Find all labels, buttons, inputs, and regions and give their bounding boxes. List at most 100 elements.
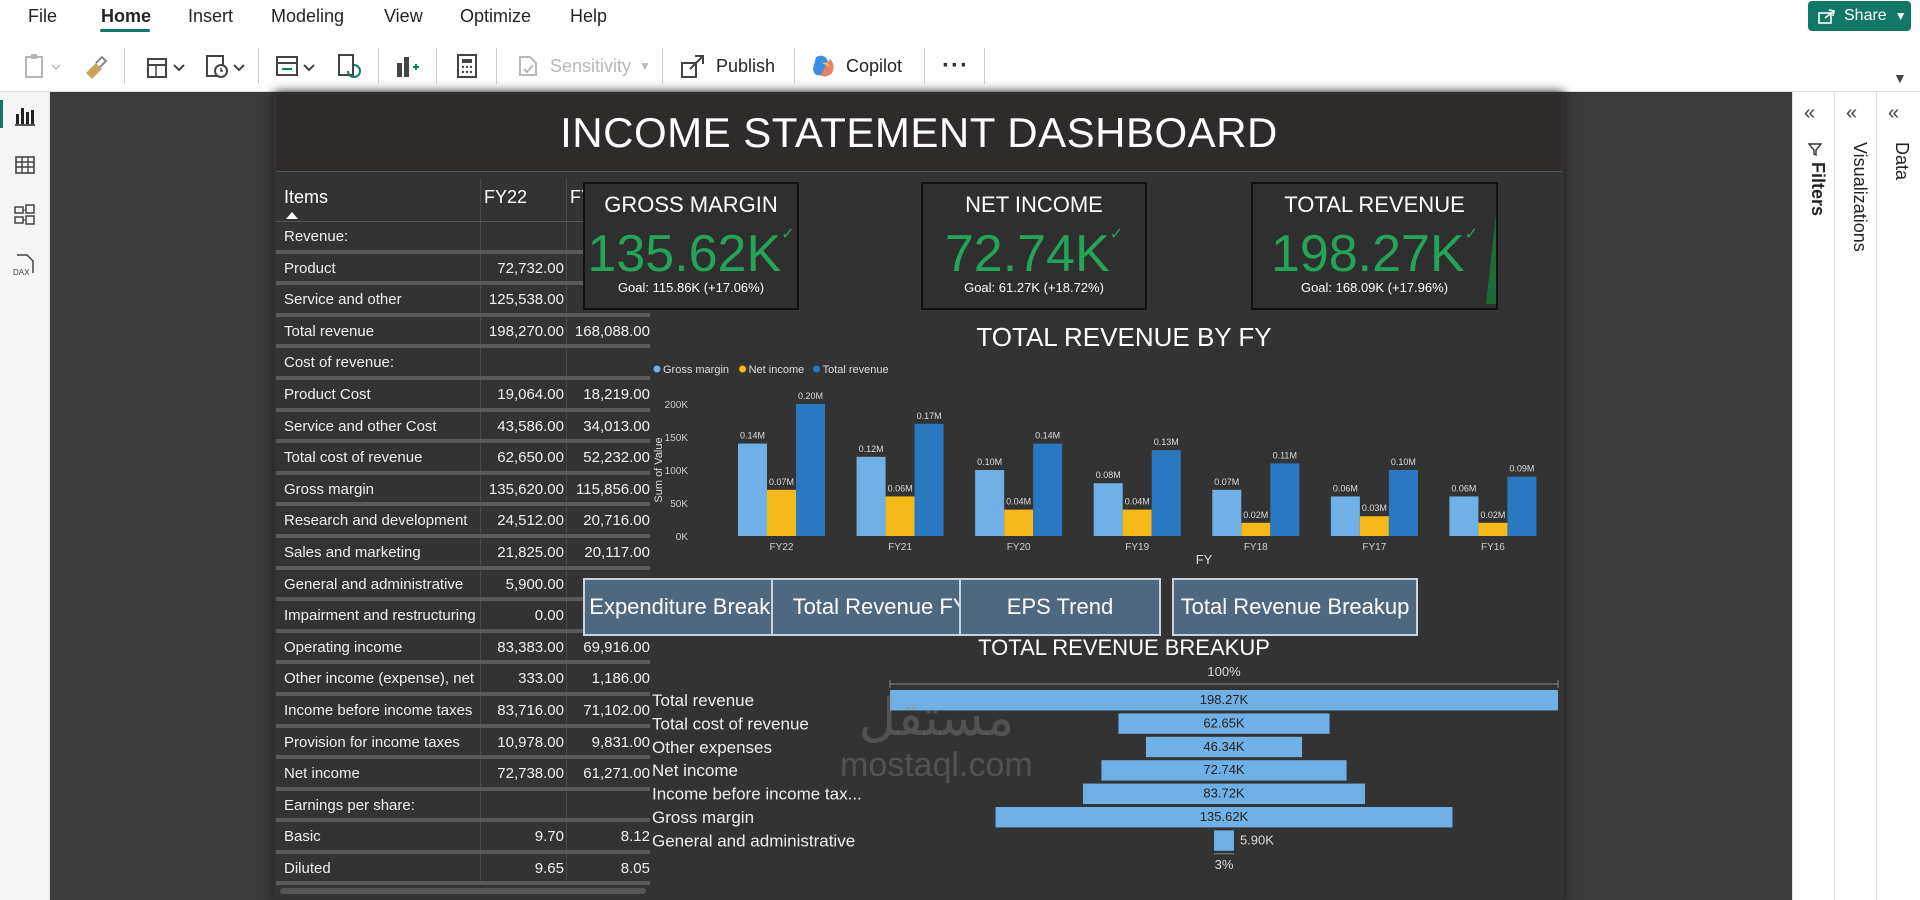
table-row[interactable]: Service and other Cost 43,586.00 34,013.00: [276, 411, 650, 444]
revenue-breakup-funnel[interactable]: 100% Total revenue 198.27K Total cost of re…: [650, 664, 1560, 900]
cell-fy22: 19,064.00: [497, 385, 564, 403]
column-header-items[interactable]: Items: [284, 187, 329, 207]
table-horizontal-scrollbar[interactable]: [280, 888, 646, 894]
cell-fy22: 9.65: [534, 859, 564, 877]
menu-modeling[interactable]: Modeling: [271, 6, 345, 26]
column-divider: [566, 569, 567, 598]
share-button[interactable]: Share ▼: [1808, 1, 1911, 31]
get-data-button[interactable]: [144, 52, 190, 80]
table-row[interactable]: Diluted 9.65 8.05: [276, 853, 650, 886]
report-view-button[interactable]: [10, 100, 40, 130]
data-label: 0.12M: [859, 444, 884, 454]
bar-total-revenue: [1270, 463, 1300, 536]
bar-total-revenue: [914, 423, 944, 536]
table-row[interactable]: Operating income 83,383.00 69,916.00: [276, 632, 650, 665]
paste-button[interactable]: [24, 52, 62, 80]
new-visual-button[interactable]: [394, 52, 420, 80]
column-divider: [480, 285, 481, 313]
column-divider: [480, 790, 481, 819]
visualizations-pane[interactable]: « Visualizations: [1834, 92, 1876, 900]
toolbar-separator: [436, 48, 437, 84]
copilot-button[interactable]: Copilot: [810, 52, 902, 80]
model-view-button[interactable]: [10, 200, 40, 230]
cell-fy22: 21,825.00: [497, 543, 564, 561]
menu-help[interactable]: Help: [570, 6, 608, 26]
clock-document-icon: [206, 55, 245, 78]
kpi-value: 72.74K✓: [923, 224, 1145, 284]
collapse-chevron-icon[interactable]: «: [1846, 102, 1858, 124]
menu-home[interactable]: Home: [101, 6, 152, 26]
more-options-button[interactable]: ···: [942, 52, 969, 80]
kpi-value: 135.62K✓: [585, 224, 797, 284]
cell-fy21: 168,088.00: [574, 322, 650, 340]
total-revenue-fy-button[interactable]: Total Revenue FY: [771, 578, 989, 636]
table-row[interactable]: Product Cost 19,064.00 18,219.00: [276, 379, 650, 412]
bar-gross-margin: [856, 456, 886, 536]
filters-pane[interactable]: « Filters: [1792, 92, 1834, 900]
cell-fy21: 8.12: [620, 828, 650, 846]
menu-view[interactable]: View: [384, 6, 423, 26]
toolbar-separator: [124, 48, 125, 84]
refresh-button[interactable]: [336, 52, 362, 80]
table-row[interactable]: Basic 9.70 8.12: [276, 822, 650, 854]
cell-fy22: 43,586.00: [497, 417, 564, 435]
format-painter-button[interactable]: [82, 52, 108, 80]
menu-optimize[interactable]: Optimize: [460, 6, 532, 26]
column-divider: [566, 695, 567, 724]
dax-query-view-button[interactable]: DAX: [10, 250, 40, 280]
table-row[interactable]: Research and development 24,512.00 20,716.…: [276, 506, 650, 538]
column-divider: [566, 853, 567, 882]
column-header-fy22[interactable]: FY22: [484, 187, 528, 207]
table-row[interactable]: Sales and marketing 21,825.00 20,117.00: [276, 537, 650, 570]
kpi-card-total-revenue[interactable]: TOTAL REVENUE 198.27K✓ Goal: 168.09K (+1…: [1251, 182, 1498, 310]
legend-label: Gross margin: [663, 364, 729, 376]
column-divider: [566, 506, 567, 534]
kpi-card-gross-margin[interactable]: GROSS MARGIN 135.62K✓ Goal: 115.86K (+17…: [583, 182, 799, 310]
cell-fy21: 52,232.00: [583, 449, 650, 467]
funnel-category-label: General and administrative: [652, 831, 855, 850]
table-row[interactable]: Earnings per share:: [276, 790, 650, 823]
publish-icon: [681, 55, 704, 78]
legend-label: Net income: [749, 364, 805, 376]
table-row[interactable]: Net income 72,738.00 61,271.00: [276, 759, 650, 791]
transform-data-button[interactable]: [274, 52, 320, 80]
funnel-bar: [1145, 736, 1303, 758]
table-row[interactable]: Provision for income taxes 10,978.00 9,831…: [276, 727, 650, 760]
table-row[interactable]: Gross margin 135,620.00 115,856.00: [276, 474, 650, 507]
kpi-card-net-income[interactable]: NET INCOME 72.74K✓ Goal: 61.27K (+18.72%…: [921, 182, 1147, 310]
recent-sources-button[interactable]: [204, 52, 250, 80]
table-view-button[interactable]: [10, 150, 40, 180]
sort-ascending-icon[interactable]: [286, 212, 298, 219]
column-divider: [480, 178, 481, 221]
x-tick-label: FY21: [888, 542, 912, 553]
table-row[interactable]: Revenue:: [276, 222, 650, 254]
row-label: Revenue:: [284, 228, 349, 245]
collapse-chevron-icon[interactable]: «: [1888, 102, 1900, 124]
table-row[interactable]: Total revenue 198,270.00 168,088.00: [276, 316, 650, 349]
column-divider: [566, 632, 567, 661]
table-row[interactable]: Income before income taxes 83,716.00 71,10…: [276, 695, 650, 728]
table-row[interactable]: Other income (expense), net 333.00 1,186.0…: [276, 664, 650, 696]
cell-fy21: 34,013.00: [583, 417, 650, 435]
model-view-icon: [14, 204, 35, 225]
total-revenue-breakup-button[interactable]: Total Revenue Breakup: [1172, 578, 1418, 636]
column-divider: [480, 695, 481, 724]
table-row[interactable]: Cost of revenue:: [276, 348, 650, 380]
ribbon-collapse-chevron-icon[interactable]: ▼: [1893, 70, 1907, 86]
bar-gross-margin: [738, 443, 767, 536]
new-measure-button[interactable]: [456, 52, 478, 80]
expenditure-breakup-button[interactable]: Expenditure Breakup: [583, 578, 801, 636]
table-row[interactable]: Total cost of revenue 62,650.00 52,232.00: [276, 443, 650, 475]
menu-file[interactable]: File: [28, 6, 58, 26]
revenue-bar-chart[interactable]: Gross margin Net income Total revenue 0K 50K…: [650, 360, 1560, 566]
collapse-chevron-icon[interactable]: «: [1804, 102, 1816, 124]
data-pane[interactable]: « Data: [1876, 92, 1920, 900]
data-label: 0.07M: [1214, 477, 1239, 487]
report-view-icon: [15, 108, 35, 126]
eps-trend-button[interactable]: EPS Trend: [959, 578, 1161, 636]
brush-icon: [86, 55, 108, 79]
menu-insert[interactable]: Insert: [188, 6, 234, 26]
funnel-value-label: 5.90K: [1240, 832, 1274, 847]
publish-button[interactable]: Publish: [680, 52, 775, 80]
cell-fy21: 115,856.00: [576, 480, 650, 498]
